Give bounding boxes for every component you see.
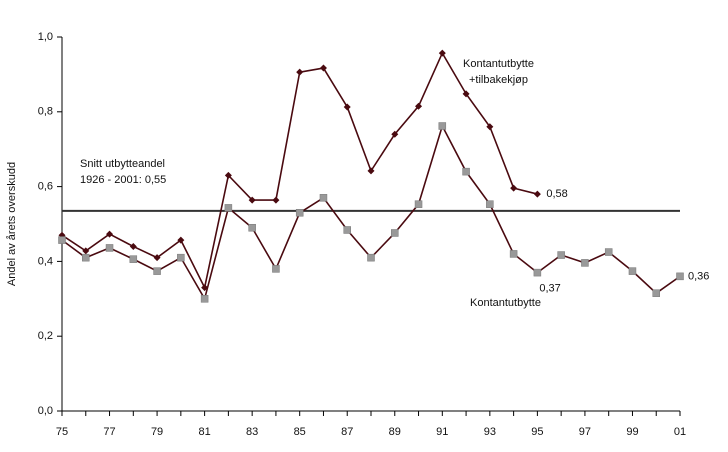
x-tick-label: 89 <box>389 426 401 438</box>
point <box>462 90 470 98</box>
point <box>438 49 446 57</box>
point <box>343 103 351 111</box>
x-tick-label: 91 <box>436 426 448 438</box>
point <box>676 272 684 281</box>
x-tick-label: 85 <box>294 426 306 438</box>
y-tick-label: 0,0 <box>38 405 53 417</box>
point <box>652 289 660 297</box>
value-label: 0,37 <box>539 283 560 295</box>
point <box>295 209 304 217</box>
x-tick-label: 77 <box>103 426 115 438</box>
point <box>462 167 470 176</box>
x-tick-label: 83 <box>246 426 258 438</box>
point <box>105 244 114 252</box>
y-tick-label: 0,4 <box>38 255 53 267</box>
y-tick-label: 1,0 <box>38 31 53 43</box>
value-label: 0,36 <box>688 270 709 282</box>
point <box>272 265 280 273</box>
x-tick-label: 95 <box>531 426 543 438</box>
y-tick-label: 0,8 <box>38 106 53 118</box>
point <box>224 171 232 179</box>
point <box>296 68 304 76</box>
point <box>272 196 280 204</box>
x-tick-label: 99 <box>626 426 638 438</box>
x-tick-label: 75 <box>56 426 68 438</box>
point <box>224 204 233 212</box>
x-tick-label: 79 <box>151 426 163 438</box>
point <box>319 194 328 202</box>
legend-label: Kontantutbytte +tilbakekjøp <box>463 58 534 86</box>
point <box>510 184 518 192</box>
point <box>509 250 518 258</box>
point <box>367 167 375 175</box>
point <box>533 190 541 198</box>
y-tick-label: 0,2 <box>38 330 53 342</box>
point <box>129 255 138 263</box>
point <box>248 223 256 232</box>
point <box>248 196 256 204</box>
point <box>391 229 399 237</box>
y-axis-label: Andel av årets overskudd <box>6 162 18 286</box>
legend-label: Kontantutbytte <box>470 297 541 309</box>
point <box>414 200 423 208</box>
point <box>153 254 161 262</box>
point <box>343 226 351 234</box>
point <box>106 230 114 238</box>
point <box>438 122 447 130</box>
point <box>129 242 137 250</box>
point <box>177 236 185 244</box>
reference-annotation: Snitt utbytteandel 1926 - 2001: 0,55 <box>80 158 167 186</box>
point <box>486 200 494 208</box>
point <box>628 267 637 275</box>
x-tick-label: 97 <box>579 426 591 438</box>
point <box>82 253 90 262</box>
x-tick-label: 01 <box>674 426 686 438</box>
point <box>200 295 209 303</box>
x-tick-label: 93 <box>484 426 496 438</box>
point <box>177 253 185 262</box>
point <box>319 64 327 72</box>
point <box>557 251 565 259</box>
point <box>58 236 66 244</box>
value-label: 0,58 <box>546 188 567 200</box>
y-tick-label: 0,6 <box>38 181 53 193</box>
point <box>415 102 423 110</box>
point <box>533 268 542 277</box>
point <box>391 130 399 138</box>
point <box>581 259 589 267</box>
point <box>604 248 613 256</box>
x-tick-label: 81 <box>198 426 210 438</box>
point <box>486 123 494 131</box>
point <box>82 247 90 255</box>
point <box>367 253 375 262</box>
point <box>153 267 161 275</box>
x-tick-label: 87 <box>341 426 353 438</box>
